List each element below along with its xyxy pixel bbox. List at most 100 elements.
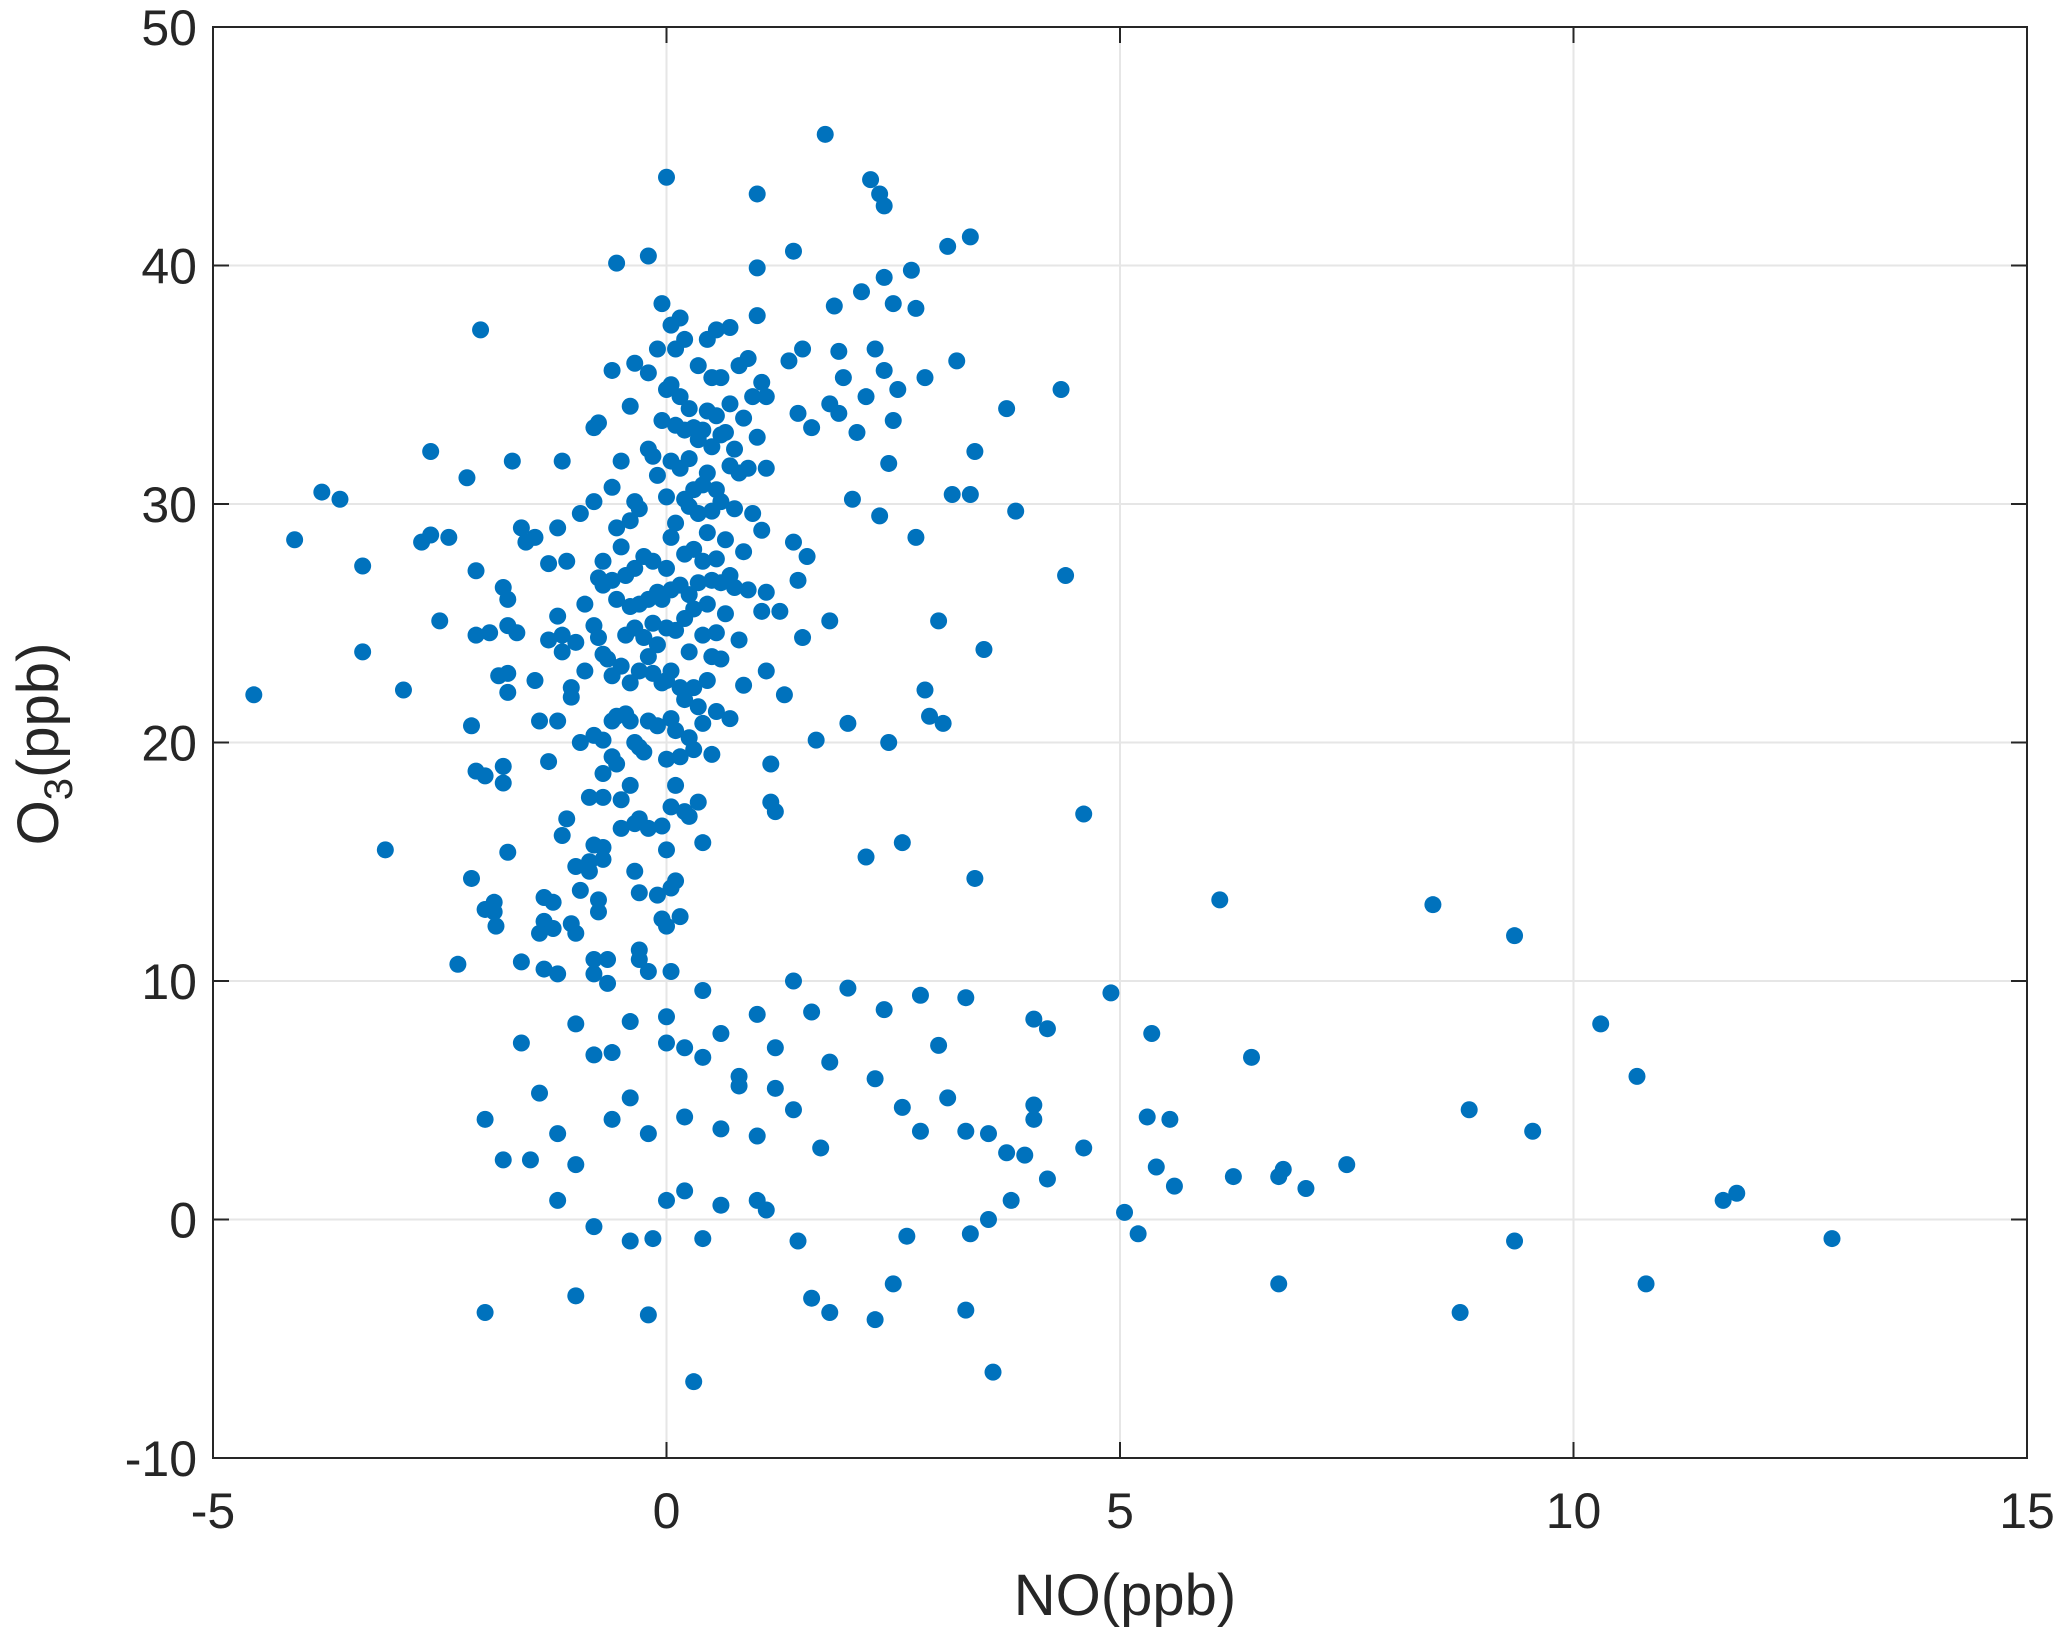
data-point (753, 521, 771, 539)
data-point (757, 662, 775, 680)
data-point (549, 965, 567, 983)
data-point (621, 712, 639, 730)
data-point (757, 1201, 775, 1219)
data-point (975, 640, 993, 658)
data-point (1057, 567, 1075, 585)
data-point (626, 559, 644, 577)
data-point (884, 1275, 902, 1293)
data-point (784, 242, 802, 260)
data-point (748, 307, 766, 325)
data-point (671, 908, 689, 926)
data-point (803, 1003, 821, 1021)
data-point (499, 590, 517, 608)
data-point (680, 807, 698, 825)
data-point (481, 624, 499, 642)
data-point (589, 414, 607, 432)
data-point (1002, 1191, 1020, 1209)
data-point (499, 664, 517, 682)
data-point (685, 600, 703, 618)
data-point (594, 731, 612, 749)
data-point (658, 559, 675, 577)
data-point (689, 698, 707, 716)
data-point (594, 850, 612, 868)
data-point (753, 602, 771, 620)
data-point (608, 755, 626, 773)
data-point (608, 519, 626, 537)
y-tick-labels: -10 0 10 20 30 40 50 (125, 0, 197, 1487)
data-point (431, 612, 449, 630)
data-point (567, 633, 585, 651)
data-point (961, 1225, 979, 1243)
data-point (626, 862, 644, 880)
data-point (671, 748, 689, 766)
data-point (821, 612, 839, 630)
data-point (689, 793, 707, 811)
data-point (487, 917, 505, 935)
data-point (544, 893, 562, 911)
data-point (694, 714, 712, 732)
y-tick-label: 30 (141, 477, 197, 533)
data-point (1116, 1203, 1134, 1221)
data-point (843, 490, 861, 508)
data-point (644, 447, 662, 465)
data-points (245, 125, 1841, 1391)
data-point (862, 171, 880, 189)
data-point (911, 986, 929, 1004)
data-point (784, 533, 802, 551)
data-point (621, 1232, 639, 1250)
data-point (685, 679, 703, 697)
data-point (612, 791, 630, 809)
data-point (680, 643, 698, 661)
data-point (526, 671, 544, 689)
data-point (585, 1218, 603, 1236)
data-point (531, 924, 549, 942)
data-point (648, 466, 666, 484)
data-point (757, 388, 775, 406)
data-point (979, 1125, 997, 1143)
data-point (680, 400, 698, 418)
data-point (603, 1110, 621, 1128)
data-point (580, 788, 598, 806)
data-point (639, 962, 657, 980)
data-point (571, 505, 589, 523)
y-tick-label: 50 (141, 0, 197, 56)
data-point (694, 552, 712, 570)
data-point (748, 185, 766, 203)
data-point (621, 674, 639, 692)
tick-marks (212, 26, 2028, 1459)
data-point (1025, 1110, 1043, 1128)
data-point (748, 428, 766, 446)
data-point (739, 350, 757, 368)
y-tick-label: 10 (141, 954, 197, 1010)
data-point (553, 643, 571, 661)
data-point (694, 1048, 712, 1066)
data-point (639, 1306, 657, 1324)
data-point (653, 295, 671, 313)
data-point (562, 688, 580, 706)
data-point (893, 834, 911, 852)
data-point (658, 841, 675, 859)
data-point (707, 702, 725, 720)
data-point (880, 734, 898, 751)
data-point (957, 1301, 975, 1319)
data-point (603, 1044, 621, 1062)
data-point (735, 409, 753, 427)
data-point (762, 755, 780, 773)
x-axis-label: NO(ppb) (1014, 1563, 1236, 1628)
data-point (884, 412, 902, 430)
data-point (662, 528, 680, 546)
data-point (998, 400, 1016, 418)
data-point (1143, 1024, 1161, 1042)
data-point (508, 624, 526, 642)
data-point (544, 920, 562, 938)
data-point (626, 354, 644, 372)
data-point (1243, 1048, 1261, 1066)
data-point (467, 562, 485, 580)
data-point (712, 493, 730, 511)
data-point (739, 459, 757, 477)
data-point (476, 1304, 494, 1322)
data-point (1147, 1158, 1165, 1176)
data-point (635, 743, 653, 761)
data-point (648, 717, 666, 735)
data-point (644, 552, 662, 570)
